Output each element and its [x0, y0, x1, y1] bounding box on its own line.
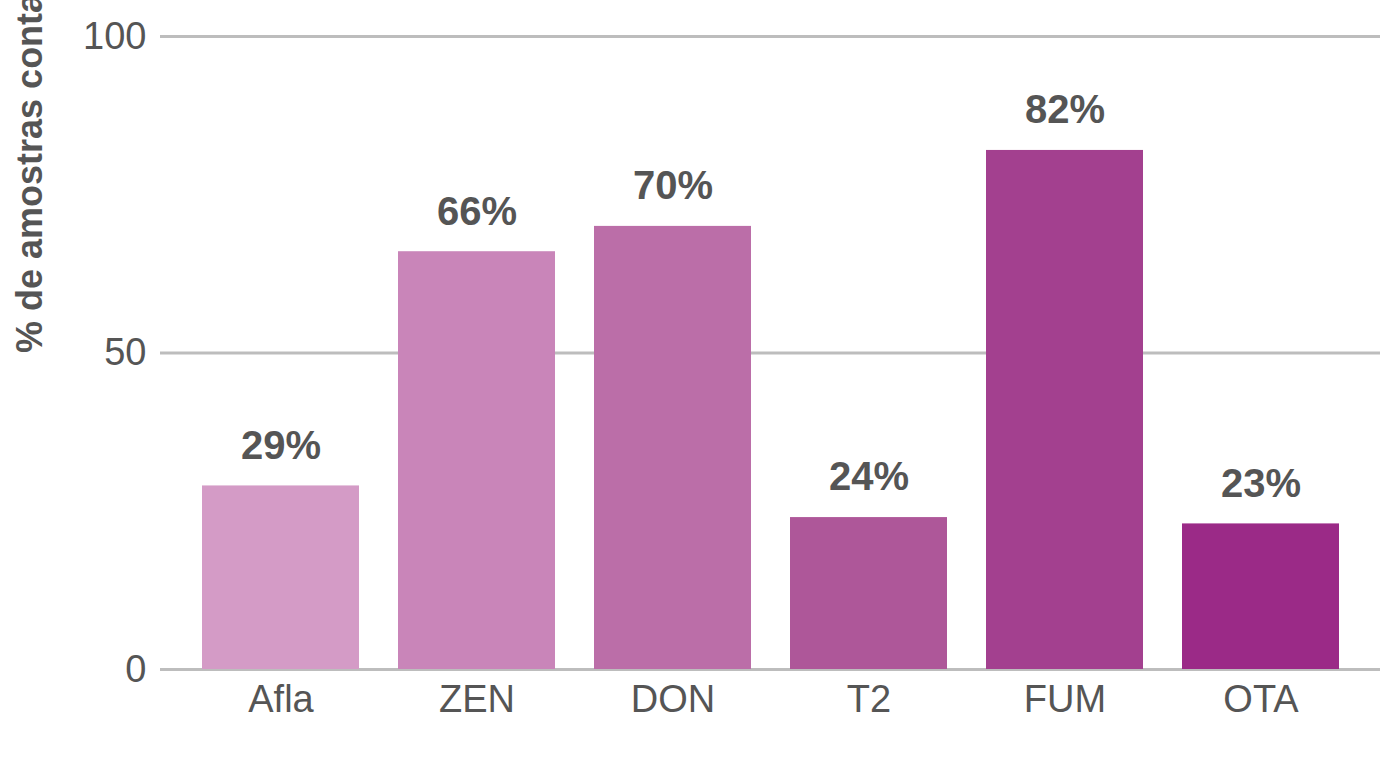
- svg-text:66%: 66%: [437, 189, 517, 233]
- svg-text:0: 0: [125, 648, 146, 690]
- svg-text:% de amostras contaminadas: % de amostras contaminadas: [9, 0, 50, 353]
- svg-text:ZEN: ZEN: [439, 678, 515, 720]
- svg-text:100: 100: [83, 15, 146, 57]
- svg-text:DON: DON: [631, 678, 715, 720]
- svg-text:29%: 29%: [241, 423, 321, 467]
- svg-text:23%: 23%: [1221, 461, 1301, 505]
- svg-text:OTA: OTA: [1223, 678, 1299, 720]
- svg-text:82%: 82%: [1025, 87, 1105, 131]
- svg-text:50: 50: [104, 331, 146, 373]
- svg-text:FUM: FUM: [1024, 678, 1106, 720]
- svg-text:24%: 24%: [829, 454, 909, 498]
- svg-text:Afla: Afla: [248, 678, 314, 720]
- svg-text:T2: T2: [847, 678, 891, 720]
- svg-text:70%: 70%: [633, 163, 713, 207]
